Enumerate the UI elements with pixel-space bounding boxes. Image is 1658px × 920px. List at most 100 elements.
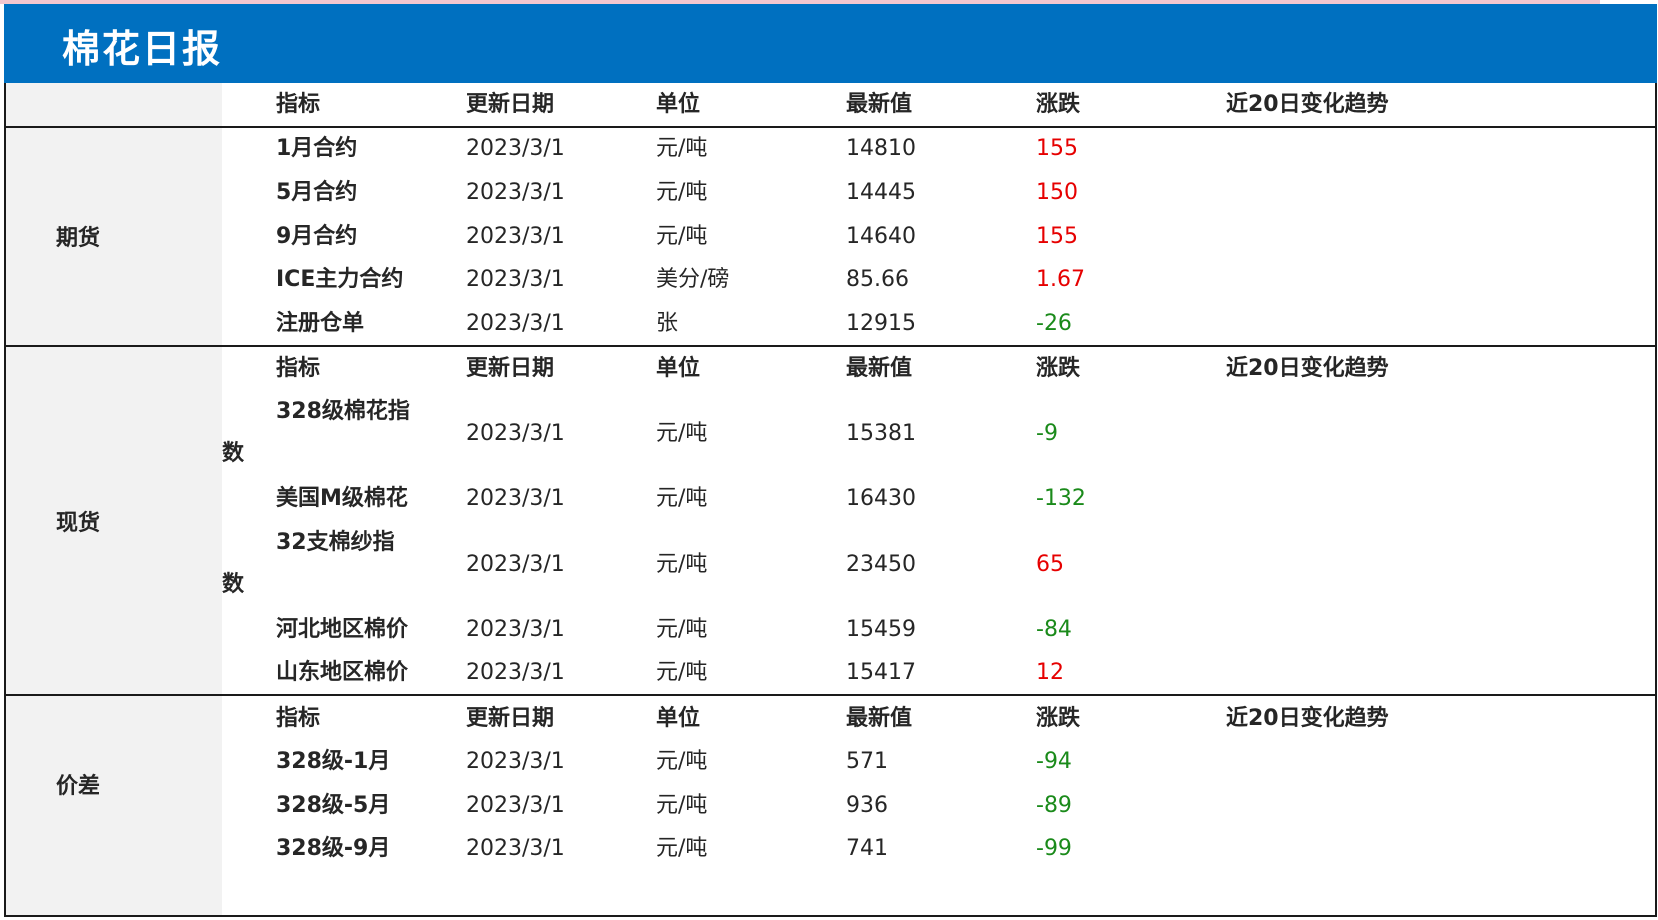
change-value: -132 bbox=[1036, 486, 1086, 511]
table-row: 9月合约 2023/3/1 元/吨 14640 155 bbox=[4, 215, 1657, 259]
indicator-name: 328级-5月 bbox=[276, 793, 391, 818]
latest-value: 23450 bbox=[846, 552, 916, 577]
update-date: 2023/3/1 bbox=[466, 836, 565, 861]
table-row: 328级-5月 2023/3/1 元/吨 936 -89 bbox=[4, 784, 1657, 828]
column-header-row: 指标 更新日期 单位 最新值 涨跌 近20日变化趋势 bbox=[4, 697, 1657, 741]
latest-value: 12915 bbox=[846, 311, 916, 336]
category-column-header-bg bbox=[4, 83, 222, 127]
column-header-change: 涨跌 bbox=[1036, 706, 1081, 731]
unit: 元/吨 bbox=[656, 136, 708, 161]
unit: 元/吨 bbox=[656, 749, 708, 774]
latest-value: 14640 bbox=[846, 224, 916, 249]
column-header-unit: 单位 bbox=[656, 706, 701, 731]
change-value: -84 bbox=[1036, 617, 1072, 642]
indicator-name-wrap: 数 bbox=[222, 572, 245, 597]
indicator-name: 9月合约 bbox=[276, 224, 358, 249]
column-header-date: 更新日期 bbox=[466, 706, 555, 731]
update-date: 2023/3/1 bbox=[466, 486, 565, 511]
change-value: 12 bbox=[1036, 660, 1064, 685]
table-row: 5月合约 2023/3/1 元/吨 14445 150 bbox=[4, 171, 1657, 215]
unit: 元/吨 bbox=[656, 836, 708, 861]
unit: 张 bbox=[656, 311, 679, 336]
indicator-name: 山东地区棉价 bbox=[276, 660, 409, 685]
table-row: 山东地区棉价 2023/3/1 元/吨 15417 12 bbox=[4, 651, 1657, 695]
unit: 元/吨 bbox=[656, 660, 708, 685]
change-value: 155 bbox=[1036, 136, 1078, 161]
category-label: 现货 bbox=[56, 511, 101, 536]
update-date: 2023/3/1 bbox=[466, 617, 565, 642]
column-header-date: 更新日期 bbox=[466, 356, 555, 381]
change-value: -89 bbox=[1036, 793, 1072, 818]
unit: 元/吨 bbox=[656, 224, 708, 249]
indicator-name-wrap: 数 bbox=[222, 441, 245, 466]
column-header-unit: 单位 bbox=[656, 356, 701, 381]
indicator-name: 5月合约 bbox=[276, 180, 358, 205]
latest-value: 15381 bbox=[846, 421, 916, 446]
table-row: ICE主力合约 2023/3/1 美分/磅 85.66 1.67 bbox=[4, 258, 1657, 302]
report-title: 棉花日报 bbox=[62, 27, 223, 71]
unit: 元/吨 bbox=[656, 180, 708, 205]
indicator-name: 美国M级棉花 bbox=[276, 486, 408, 511]
unit: 美分/磅 bbox=[656, 267, 730, 292]
report-header: 棉花日报 bbox=[4, 4, 1657, 83]
update-date: 2023/3/1 bbox=[466, 552, 565, 577]
latest-value: 15417 bbox=[846, 660, 916, 685]
column-header-indicator: 指标 bbox=[276, 356, 321, 381]
unit: 元/吨 bbox=[656, 552, 708, 577]
latest-value: 14810 bbox=[846, 136, 916, 161]
indicator-name: 328级-1月 bbox=[276, 749, 391, 774]
right-border bbox=[1655, 83, 1657, 917]
unit: 元/吨 bbox=[656, 421, 708, 446]
divider bbox=[4, 915, 1657, 917]
indicator-name: ICE主力合约 bbox=[276, 267, 404, 292]
update-date: 2023/3/1 bbox=[466, 136, 565, 161]
column-header-trend: 近20日变化趋势 bbox=[1226, 356, 1389, 381]
category-label: 期货 bbox=[56, 226, 101, 251]
update-date: 2023/3/1 bbox=[466, 793, 565, 818]
column-header-value: 最新值 bbox=[846, 706, 913, 731]
change-value: -26 bbox=[1036, 311, 1072, 336]
change-value: 150 bbox=[1036, 180, 1078, 205]
table-row: 注册仓单 2023/3/1 张 12915 -26 bbox=[4, 302, 1657, 346]
column-header-value: 最新值 bbox=[846, 356, 913, 381]
latest-value: 741 bbox=[846, 836, 888, 861]
category-spot: 现货 bbox=[4, 346, 222, 695]
update-date: 2023/3/1 bbox=[466, 267, 565, 292]
column-header-row: 指标 更新日期 单位 最新值 涨跌 近20日变化趋势 bbox=[4, 83, 1657, 127]
category-spread: 价差 bbox=[4, 695, 222, 917]
update-date: 2023/3/1 bbox=[466, 180, 565, 205]
table-row: 328级棉花指 数 2023/3/1 元/吨 15381 -9 bbox=[4, 390, 1657, 477]
column-header-indicator: 指标 bbox=[276, 92, 321, 117]
divider bbox=[4, 345, 1657, 347]
change-value: 65 bbox=[1036, 552, 1064, 577]
indicator-name: 328级棉花指 bbox=[276, 399, 410, 424]
update-date: 2023/3/1 bbox=[466, 660, 565, 685]
latest-value: 14445 bbox=[846, 180, 916, 205]
indicator-name: 注册仓单 bbox=[276, 311, 365, 336]
divider bbox=[4, 126, 1657, 128]
change-value: -99 bbox=[1036, 836, 1072, 861]
left-border bbox=[4, 83, 6, 917]
column-header-indicator: 指标 bbox=[276, 706, 321, 731]
unit: 元/吨 bbox=[656, 486, 708, 511]
change-value: 1.67 bbox=[1036, 267, 1085, 292]
latest-value: 571 bbox=[846, 749, 888, 774]
divider bbox=[4, 694, 1657, 696]
unit: 元/吨 bbox=[656, 793, 708, 818]
indicator-name: 河北地区棉价 bbox=[276, 617, 409, 642]
table-row: 328级-9月 2023/3/1 元/吨 741 -99 bbox=[4, 827, 1657, 871]
category-label: 价差 bbox=[56, 774, 101, 799]
change-value: 155 bbox=[1036, 224, 1078, 249]
table-row: 1月合约 2023/3/1 元/吨 14810 155 bbox=[4, 127, 1657, 171]
latest-value: 936 bbox=[846, 793, 888, 818]
category-futures: 期货 bbox=[4, 127, 222, 346]
latest-value: 85.66 bbox=[846, 267, 909, 292]
indicator-name: 32支棉纱指 bbox=[276, 530, 395, 555]
column-header-trend: 近20日变化趋势 bbox=[1226, 706, 1389, 731]
cotton-daily-report: 棉花日报 期货 现货 价差 指标 更新日期 单位 最新值 涨跌 近20日变化趋势… bbox=[4, 4, 1657, 917]
table-row: 美国M级棉花 2023/3/1 元/吨 16430 -132 bbox=[4, 477, 1657, 521]
update-date: 2023/3/1 bbox=[466, 749, 565, 774]
table-row: 328级-1月 2023/3/1 元/吨 571 -94 bbox=[4, 740, 1657, 784]
indicator-name: 1月合约 bbox=[276, 136, 358, 161]
column-header-trend: 近20日变化趋势 bbox=[1226, 92, 1389, 117]
